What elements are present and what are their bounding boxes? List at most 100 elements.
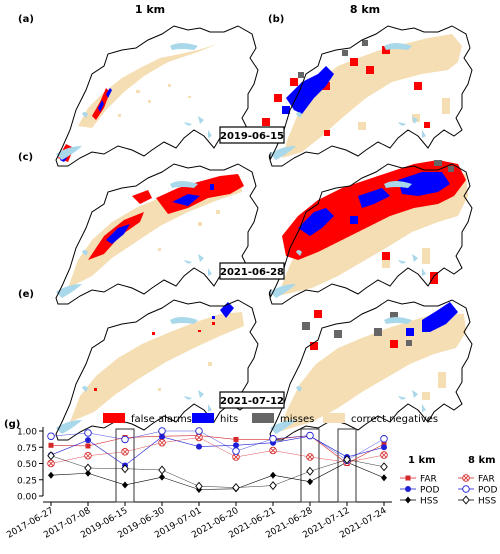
chart-area: 0.000.250.500.751.002017-06-272017-07-08… xyxy=(5,427,392,541)
series-8km-hss xyxy=(47,451,388,493)
series-point-2-3 xyxy=(159,473,165,481)
series-point-4-2 xyxy=(121,435,129,444)
row-date-box-1: 2019-06-15 xyxy=(219,126,285,144)
legend-label-2: HSS xyxy=(420,497,438,507)
series-point-5-4 xyxy=(195,481,203,491)
row-date-3: 2021-07-12 xyxy=(220,396,284,407)
series-line-3 xyxy=(50,437,385,464)
series-line-4 xyxy=(50,430,385,461)
series-point-3-7 xyxy=(306,453,314,461)
map-panel-a xyxy=(55,25,259,167)
map-panel-f xyxy=(269,299,473,441)
series-point-3-6 xyxy=(269,446,277,455)
series-point-5-6 xyxy=(269,481,277,491)
series-point-2-7 xyxy=(307,478,313,486)
series-point-4-5 xyxy=(232,447,240,455)
map-panel-d xyxy=(269,160,473,305)
series-point-5-0 xyxy=(47,451,55,461)
category-swatch-2 xyxy=(252,413,274,423)
series-line-5 xyxy=(50,455,385,488)
category-legend: false alarms hits misses correct negatives xyxy=(103,413,438,425)
row-date-2: 2021-06-28 xyxy=(220,267,284,278)
series-1km-hss xyxy=(48,458,387,493)
series-point-3-0 xyxy=(47,459,55,468)
series-8km-pod xyxy=(47,427,388,465)
y-tick-label-1: 0.25 xyxy=(17,476,37,486)
series-point-1-5 xyxy=(233,442,239,449)
series-point-4-0 xyxy=(47,432,55,440)
series-point-5-1 xyxy=(84,463,92,473)
legend-marker-4 xyxy=(462,485,470,493)
series-point-3-2 xyxy=(121,448,129,456)
legend-label-0: FAR xyxy=(420,475,437,485)
series-point-3-5 xyxy=(232,453,240,461)
panel-label-g: (g) xyxy=(4,419,20,430)
series-point-4-7 xyxy=(306,431,314,440)
map-panel-b xyxy=(262,25,473,167)
legend-marker-3 xyxy=(462,474,470,482)
map-panel-c xyxy=(55,163,259,305)
series-line-0 xyxy=(50,435,385,464)
category-label-0: false alarms xyxy=(131,414,192,425)
series-1km-far xyxy=(48,433,387,466)
series-point-1-1 xyxy=(85,437,91,444)
series-point-1-3 xyxy=(159,433,165,440)
series-point-5-3 xyxy=(158,465,166,475)
col-right-title: 8 km xyxy=(350,3,380,16)
series-point-4-4 xyxy=(195,427,203,435)
series-point-1-4 xyxy=(196,443,202,450)
panel-label-e: (e) xyxy=(18,289,34,300)
category-swatch-0 xyxy=(103,413,125,423)
row-date-box-2: 2021-06-28 xyxy=(219,262,285,280)
series-point-2-2 xyxy=(122,481,128,489)
panel-label-c: (c) xyxy=(18,152,33,163)
series-point-0-1 xyxy=(85,443,91,449)
y-tick-label-0: 0.00 xyxy=(17,493,37,503)
legend-label-4: POD xyxy=(478,486,498,496)
legend-marker-0 xyxy=(405,475,411,481)
legend-group-title-1: 8 km xyxy=(468,455,496,466)
category-label-3: correct negatives xyxy=(351,414,438,425)
series-point-3-9 xyxy=(380,451,388,459)
map-panel-e xyxy=(55,299,259,441)
series-point-0-9 xyxy=(381,441,387,447)
legend-label-1: POD xyxy=(420,486,440,496)
series-point-5-5 xyxy=(232,483,240,493)
category-swatch-1 xyxy=(192,413,214,423)
panel-label-b: (b) xyxy=(268,14,284,25)
series-point-4-3 xyxy=(158,427,166,435)
legend-label-5: HSS xyxy=(478,497,496,507)
col-left-title: 1 km xyxy=(135,3,165,16)
row-date-1: 2019-06-15 xyxy=(220,131,284,142)
series-point-3-3 xyxy=(158,438,166,447)
category-label-1: hits xyxy=(220,414,238,425)
row-date-box-3: 2021-07-12 xyxy=(219,391,285,409)
legend-group-title-0: 1 km xyxy=(408,455,436,466)
legend-marker-1 xyxy=(405,486,411,492)
series-point-5-8 xyxy=(343,455,351,465)
series-point-5-2 xyxy=(121,464,129,474)
series-point-1-9 xyxy=(381,444,387,451)
series-point-4-9 xyxy=(380,435,388,443)
legend-marker-5 xyxy=(462,495,470,505)
series-point-3-4 xyxy=(195,433,203,442)
series-point-3-1 xyxy=(84,451,92,460)
category-swatch-3 xyxy=(323,413,345,423)
series-point-5-9 xyxy=(380,462,388,472)
y-tick-label-2: 0.50 xyxy=(17,460,37,470)
series-line-1 xyxy=(50,435,385,466)
series-point-2-0 xyxy=(48,471,54,479)
series-point-4-6 xyxy=(269,435,277,443)
series-point-4-1 xyxy=(84,429,92,437)
series-point-2-1 xyxy=(85,469,91,477)
series-point-0-5 xyxy=(233,436,239,442)
series-line-2 xyxy=(50,461,385,490)
legend-marker-2 xyxy=(405,496,411,504)
series-point-0-0 xyxy=(48,442,54,448)
panel-label-a: (a) xyxy=(18,14,34,25)
series-point-5-7 xyxy=(306,466,314,476)
y-tick-label-4: 1.00 xyxy=(17,428,37,438)
